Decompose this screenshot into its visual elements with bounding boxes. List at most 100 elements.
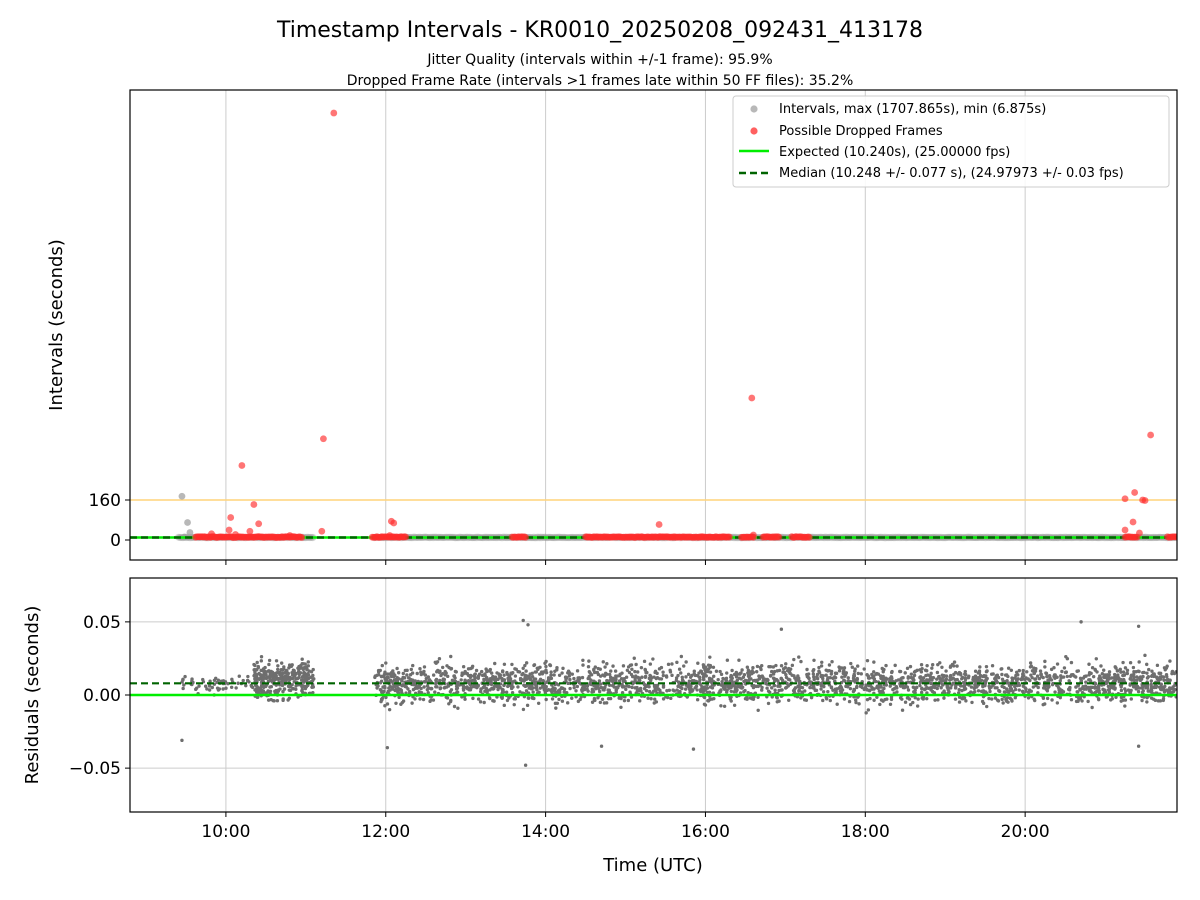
residual-point-51 — [221, 679, 226, 683]
residual-point-377 — [276, 689, 281, 693]
residual-point-1036 — [611, 664, 615, 668]
residual-point-1130 — [1055, 662, 1060, 666]
residual-point-340 — [279, 675, 283, 680]
residual-point-332 — [297, 672, 302, 677]
residual-point-1039 — [605, 662, 609, 666]
residual-point-374 — [280, 668, 285, 672]
legend-dropped-marker — [750, 127, 758, 135]
residual-point-1393 — [630, 667, 634, 672]
residual-point-570 — [719, 704, 723, 708]
residual-point-1144 — [587, 659, 591, 663]
residual-point-295 — [300, 666, 304, 670]
residual-point-1113 — [745, 665, 750, 669]
residual-point-1458 — [1000, 697, 1004, 702]
residual-point-1150 — [676, 684, 680, 689]
dropped-frame-point-318 — [330, 109, 338, 117]
residual-point-535 — [1017, 688, 1021, 692]
dropped-frame-point-342 — [286, 532, 294, 539]
dropped-frame-point-324 — [1121, 495, 1129, 503]
residual-point-1001 — [725, 658, 730, 662]
dropped-frame-point-323 — [1131, 489, 1139, 496]
residual-point-363 — [286, 672, 290, 676]
residual-point-857 — [431, 673, 436, 677]
residual-point-1122 — [621, 664, 626, 668]
residual-point-1358 — [504, 690, 509, 694]
residual-point-996 — [639, 665, 644, 670]
residual-point-348 — [300, 675, 305, 679]
interval-point-3057 — [186, 529, 194, 536]
residual-point-595 — [988, 689, 992, 694]
residual-point-328 — [282, 687, 287, 691]
residual-point-1522 — [647, 689, 652, 694]
residual-point-396 — [716, 677, 720, 682]
residual-point-1378 — [422, 685, 426, 689]
residual-point-523 — [909, 672, 914, 676]
dropped-frame-point-322 — [238, 462, 246, 469]
residual-point-8 — [246, 674, 250, 679]
residual-point-1330 — [930, 663, 935, 667]
residual-point-883 — [878, 702, 882, 707]
residual-point-450 — [1102, 668, 1106, 672]
residual-point-1014 — [394, 701, 398, 705]
residual-point-1003 — [742, 673, 747, 677]
residual-point-811 — [730, 668, 734, 673]
dropped-frame-point-259 — [726, 533, 733, 541]
residual-point-693 — [544, 664, 548, 669]
residual-point-371 — [290, 676, 295, 681]
residual-point-866 — [601, 660, 605, 664]
residual-point-362 — [276, 667, 280, 672]
residual-point-1467 — [524, 689, 529, 693]
residual-point-53 — [205, 687, 209, 691]
residual-point-1004 — [821, 698, 825, 703]
residual-point-1353 — [1045, 696, 1050, 701]
residual-point-1009 — [784, 662, 788, 666]
residual-point-1410 — [373, 675, 377, 680]
residual-point-1260 — [812, 658, 816, 662]
intervals-x-ticks — [225, 560, 1026, 565]
dropped-frame-point-334 — [225, 526, 233, 534]
residual-point-24 — [183, 674, 187, 679]
residual-point-1440 — [575, 669, 580, 673]
residual-point-1237 — [955, 664, 959, 668]
dropped-frame-point-337 — [1121, 526, 1129, 534]
dropped-frame-point-335 — [318, 527, 326, 535]
residual-point-1325 — [622, 698, 627, 703]
residual-point-379 — [281, 671, 285, 675]
residual-point-631 — [600, 697, 605, 701]
residual-point-289 — [259, 655, 264, 659]
residual-point-1455 — [985, 669, 989, 673]
residual-point-15 — [190, 677, 194, 681]
residual-point-1309 — [981, 684, 985, 689]
residual-point-354 — [275, 698, 280, 703]
dropped-frame-point-320 — [1147, 431, 1155, 439]
residual-point-322 — [267, 669, 271, 673]
residual-point-1186 — [1065, 674, 1070, 679]
residual-point-369 — [289, 664, 294, 668]
residual-point-360 — [256, 664, 260, 669]
residual-point-662 — [842, 697, 847, 701]
residual-point-780 — [452, 704, 457, 709]
residual-point-1380 — [549, 670, 553, 674]
residual-point-1261 — [421, 697, 426, 702]
residual-point-353 — [255, 673, 259, 677]
residual-point-303 — [287, 688, 291, 692]
residual-point-232 — [311, 673, 315, 678]
residual-point-727 — [1107, 670, 1112, 674]
residual-point-1176 — [985, 704, 989, 709]
residual-point-1533 — [1044, 671, 1049, 676]
residual-point-1429 — [560, 699, 565, 703]
residual-point-1422 — [771, 676, 776, 680]
dropped-frame-point-332 — [1129, 518, 1137, 526]
residual-point-1002 — [568, 677, 572, 682]
residual-point-914 — [1125, 671, 1130, 676]
residual-point-817 — [751, 666, 755, 670]
residual-point-48 — [197, 684, 201, 688]
residual-point-169 — [255, 660, 259, 665]
residual-point-316 — [267, 690, 271, 694]
residual-point-1053 — [1062, 666, 1067, 670]
residual-point-1514 — [465, 685, 469, 689]
residual-point-649 — [940, 665, 944, 669]
residual-point-163 — [253, 688, 257, 692]
residual-point-1507 — [729, 689, 733, 693]
residual-point-378 — [303, 674, 308, 679]
